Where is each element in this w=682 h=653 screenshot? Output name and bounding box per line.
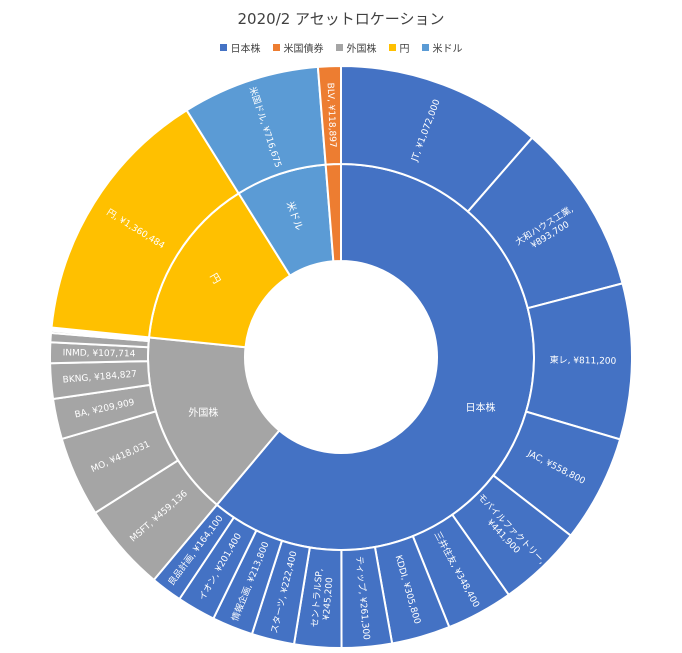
legend-label: 米国債券 <box>283 44 324 55</box>
chart-title: 2020/2 アセットロケーション <box>237 10 445 28</box>
legend-swatch <box>272 44 280 51</box>
legend-label: 日本株 <box>230 44 261 55</box>
legend-label: 円 <box>399 44 410 55</box>
legend-swatch <box>388 44 396 51</box>
legend-label: 米ドル <box>432 44 463 55</box>
legend-swatch <box>335 44 343 51</box>
legend-item: 円 <box>388 40 410 55</box>
inner-label: 日本株 <box>466 401 496 414</box>
outer-segment <box>316 64 342 166</box>
legend-swatch <box>421 44 429 51</box>
outer-label: 東レ, ¥811,200 <box>550 354 617 367</box>
legend-label: 外国株 <box>346 44 377 55</box>
outer-label: BLV, ¥118,897 <box>325 83 338 148</box>
chart-legend: 日本株 米国債券 外国株 円 米ドル <box>0 40 682 55</box>
inner-label: 円 <box>207 272 222 286</box>
inner-label: 外国株 <box>188 406 218 419</box>
legend-item: 外国株 <box>335 40 377 55</box>
outer-label: セントラルSP,¥245,200 <box>309 568 335 629</box>
legend-item: 日本株 <box>219 40 261 55</box>
legend-swatch <box>219 44 227 51</box>
legend-item: 米国債券 <box>272 40 324 55</box>
legend-item: 米ドル <box>421 40 463 55</box>
outer-label: INMD, ¥107,714 <box>63 348 136 359</box>
